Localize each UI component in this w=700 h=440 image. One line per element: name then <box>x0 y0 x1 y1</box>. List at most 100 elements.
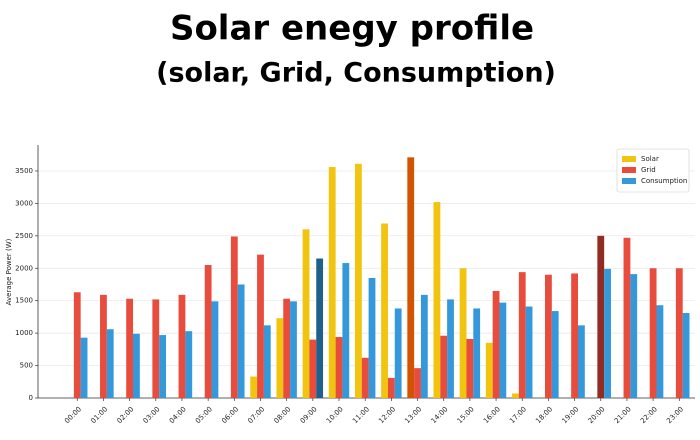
x-tick-label: 02:00 <box>116 405 136 425</box>
bar <box>100 294 107 398</box>
x-tick-label: 00:00 <box>63 405 83 425</box>
bar <box>250 376 258 398</box>
bar <box>257 254 264 398</box>
bar <box>473 308 481 398</box>
legend-label: Grid <box>641 166 656 174</box>
bar <box>133 333 140 398</box>
bar <box>577 325 585 398</box>
bar <box>361 357 369 398</box>
bar <box>485 342 493 398</box>
bar <box>682 313 690 398</box>
bar <box>656 305 664 398</box>
bar <box>466 338 474 398</box>
y-tick-label: 1500 <box>15 297 33 305</box>
x-tick-label: 18:00 <box>534 405 554 425</box>
bar <box>290 301 297 398</box>
legend-swatch <box>622 167 636 173</box>
bar <box>433 202 441 398</box>
y-tick-label: 2000 <box>15 264 33 272</box>
bar <box>499 302 507 398</box>
bar <box>604 268 611 398</box>
y-tick-label: 500 <box>20 362 33 370</box>
chart-title: Solar enegy profile <box>170 9 534 49</box>
bar <box>106 329 114 398</box>
bar <box>407 157 415 398</box>
bar <box>649 268 657 398</box>
bar <box>518 272 526 398</box>
x-tick-label: 09:00 <box>299 405 319 425</box>
bar <box>525 306 533 398</box>
y-tick-label: 3000 <box>15 199 33 207</box>
x-tick-label: 03:00 <box>142 405 162 425</box>
y-tick-label: 0 <box>29 394 33 402</box>
bar <box>316 258 324 398</box>
x-tick-label: 15:00 <box>456 405 476 425</box>
x-tick-label: 19:00 <box>560 405 580 425</box>
x-tick-label: 14:00 <box>430 405 450 425</box>
x-tick-label: 21:00 <box>613 405 633 425</box>
bar <box>492 290 500 398</box>
x-tick-label: 12:00 <box>377 405 397 425</box>
legend-swatch <box>622 156 636 162</box>
bar <box>459 268 467 398</box>
bar <box>204 265 212 398</box>
x-tick-label: 10:00 <box>325 405 345 425</box>
bar <box>571 273 578 398</box>
legend-label: Solar <box>641 155 659 163</box>
x-tick-label: 22:00 <box>639 405 659 425</box>
bar <box>237 284 245 398</box>
x-tick-label: 07:00 <box>246 405 266 425</box>
legend-swatch <box>622 178 636 184</box>
bar <box>178 294 186 398</box>
bar <box>354 163 362 398</box>
bar <box>414 368 421 398</box>
x-tick-label: 01:00 <box>89 405 109 425</box>
x-tick-label: 11:00 <box>351 405 371 425</box>
bar <box>276 318 284 398</box>
bar <box>263 325 271 398</box>
x-tick-label: 23:00 <box>665 405 685 425</box>
x-tick-label: 05:00 <box>194 405 214 425</box>
x-tick-label: 08:00 <box>273 405 293 425</box>
bar <box>126 298 134 398</box>
bar <box>185 331 193 398</box>
bar <box>152 299 160 398</box>
chart-subtitle: (solar, Grid, Consumption) <box>156 58 556 89</box>
bar <box>623 237 631 398</box>
bar <box>342 263 350 398</box>
y-axis-label: Average Power (W) <box>5 238 13 305</box>
bar <box>73 292 81 398</box>
bar <box>283 298 291 398</box>
bar <box>335 337 343 398</box>
bar <box>159 335 166 398</box>
bar <box>80 337 88 398</box>
bar <box>230 236 238 398</box>
x-tick-label: 16:00 <box>482 405 502 425</box>
bar <box>512 393 519 398</box>
bar <box>447 299 454 398</box>
bar <box>630 274 638 398</box>
bar <box>551 311 559 398</box>
bar <box>302 229 310 398</box>
bar <box>440 335 448 398</box>
bar <box>328 167 336 398</box>
bar <box>387 377 395 398</box>
bar <box>394 308 402 398</box>
y-tick-label: 2500 <box>15 232 33 240</box>
x-tick-label: 13:00 <box>403 405 423 425</box>
x-tick-label: 17:00 <box>508 405 528 425</box>
bar <box>597 235 605 398</box>
bar <box>545 274 552 398</box>
y-tick-label: 3500 <box>15 167 33 175</box>
bar <box>675 268 683 398</box>
x-tick-label: 04:00 <box>168 405 188 425</box>
legend-label: Consumption <box>641 177 687 185</box>
x-tick-label: 06:00 <box>220 405 240 425</box>
x-tick-label: 20:00 <box>587 405 607 425</box>
bar <box>420 294 428 398</box>
bar <box>309 339 317 398</box>
y-tick-label: 1000 <box>15 329 33 337</box>
bar <box>381 223 388 398</box>
bar <box>368 277 376 398</box>
